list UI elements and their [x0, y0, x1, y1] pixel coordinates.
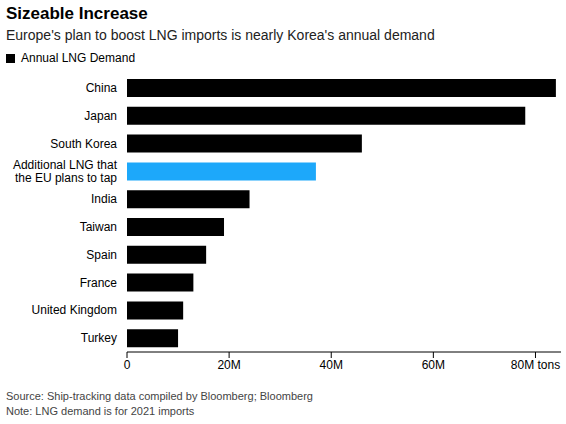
html-text:Europe's plan to boost LNG imp: Europe's plan to boost LNG imports is ne… [6, 27, 435, 43]
svg-text:Additional LNG thatthe EU plan: Additional LNG thatthe EU plans to tap [13, 158, 118, 185]
svg-text:Japan: Japan [84, 109, 117, 123]
svg-text:80M tons: 80M tons [511, 358, 558, 372]
svg-text:Turkey: Turkey [81, 331, 117, 345]
html-text:Source: Ship-tracking data com: Source: Ship-tracking data compiled by B… [6, 390, 313, 402]
svg-text:40M: 40M [320, 358, 343, 372]
svg-text:Spain: Spain [86, 248, 117, 262]
html-text:Sizeable Increase: Sizeable Increase [6, 4, 148, 23]
svg-text:United Kingdom: United Kingdom [32, 303, 117, 317]
svg-text:Taiwan: Taiwan [80, 220, 117, 234]
svg-text:China: China [86, 81, 118, 95]
html-text:Note: LNG demand is for 2021 i: Note: LNG demand is for 2021 imports [6, 405, 195, 417]
svg-text:India: India [91, 192, 117, 206]
html-text:Annual LNG Demand: Annual LNG Demand [21, 51, 136, 65]
svg-text:0: 0 [124, 358, 131, 372]
svg-text:France: France [80, 276, 118, 290]
svg-text:South Korea: South Korea [50, 137, 117, 151]
svg-text:20M: 20M [217, 358, 240, 372]
svg-text:60M: 60M [422, 358, 445, 372]
